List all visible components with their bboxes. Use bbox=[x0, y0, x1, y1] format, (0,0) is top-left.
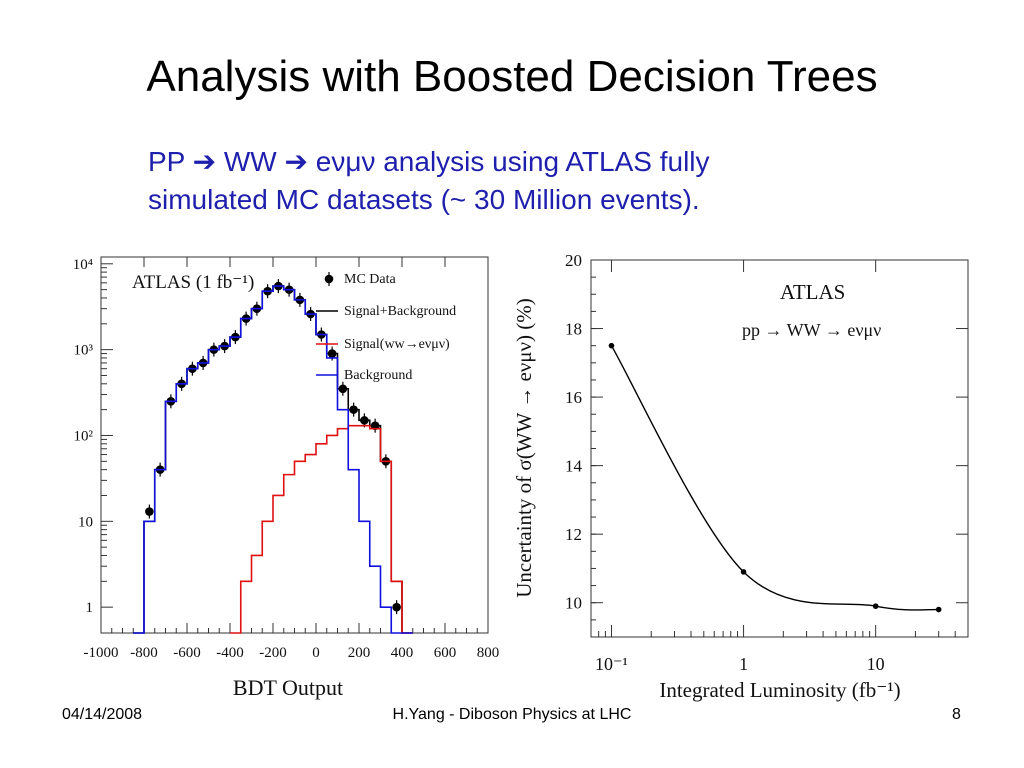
bdt-legend-label: Signal(ww→eνμν) bbox=[344, 337, 450, 352]
lumi-x-axis-label: Integrated Luminosity (fb⁻¹) bbox=[659, 678, 900, 702]
bdt-x-tick-label: 600 bbox=[434, 645, 457, 661]
lumi-data-point bbox=[935, 606, 942, 613]
bdt-y-tick-label: 10² bbox=[74, 428, 94, 444]
bdt-x-tick-label: -1000 bbox=[84, 645, 119, 661]
bdt-series-2-step-line bbox=[230, 424, 413, 634]
lumi-x-tick-label: 10⁻¹ bbox=[595, 654, 628, 674]
lumi-y-axis-label: Uncertainty of σ(WW → eνμν) (%) bbox=[512, 298, 536, 598]
bdt-x-tick-label: -400 bbox=[216, 645, 244, 661]
lumi-x-tick-label: 1 bbox=[739, 654, 748, 674]
subtitle-line-2: simulated MC datasets (~ 30 Million even… bbox=[148, 184, 700, 215]
bdt-x-tick-label: -800 bbox=[130, 645, 158, 661]
lumi-y-tick-label: 10 bbox=[565, 594, 582, 613]
bdt-x-tick-label: -600 bbox=[173, 645, 201, 661]
slide-title: Analysis with Boosted Decision Trees bbox=[146, 52, 878, 101]
bdt-x-tick-label: 800 bbox=[477, 645, 500, 661]
subtitle-line-1: PP ➔ WW ➔ eνμν analysis using ATLAS full… bbox=[148, 146, 710, 177]
lumi-experiment-label: ATLAS bbox=[780, 280, 845, 304]
bdt-legend-label: Background bbox=[344, 368, 412, 383]
bdt-x-tick-label: -200 bbox=[259, 645, 287, 661]
legend-marker-icon bbox=[324, 274, 334, 284]
lumi-x-tick-label: 10 bbox=[867, 654, 885, 674]
lumi-y-tick-label: 12 bbox=[565, 525, 582, 544]
lumi-data-point bbox=[608, 342, 615, 349]
bdt-x-axis-label: BDT Output bbox=[233, 675, 343, 700]
bdt-x-tick-label: 0 bbox=[312, 645, 320, 661]
lumi-y-tick-label: 14 bbox=[565, 457, 583, 476]
bdt-y-tick-label: 10³ bbox=[74, 343, 94, 359]
bdt-x-tick-label: 400 bbox=[391, 645, 414, 661]
lumi-y-tick-label: 20 bbox=[565, 251, 582, 270]
bdt-series-3-step-line bbox=[133, 285, 413, 634]
bdt-data-point bbox=[392, 602, 401, 612]
lumi-data-point bbox=[872, 603, 879, 609]
bdt-experiment-label: ATLAS (1 fb⁻¹) bbox=[132, 272, 254, 293]
lumi-y-tick-label: 18 bbox=[565, 320, 582, 339]
bdt-y-tick-label: 10⁴ bbox=[73, 257, 93, 273]
slide-subtitle: PP ➔ WW ➔ eνμν analysis using ATLAS full… bbox=[148, 143, 888, 219]
lumi-y-tick-label: 16 bbox=[565, 388, 582, 407]
lumi-plot-frame bbox=[590, 259, 969, 638]
lumi-data-point bbox=[740, 569, 747, 575]
bdt-legend-label: MC Data bbox=[344, 272, 397, 287]
bdt-legend-label: Signal+Background bbox=[344, 304, 456, 319]
lumi-series-line bbox=[610, 345, 939, 611]
bdt-y-tick-label: 10 bbox=[78, 514, 93, 530]
bdt-y-tick-label: 1 bbox=[86, 600, 94, 616]
footer-date: 04/14/2008 bbox=[62, 706, 143, 723]
footer-center-text: H.Yang - Diboson Physics at LHC bbox=[392, 706, 632, 723]
bdt-data-point bbox=[145, 507, 154, 516]
lumi-process-label: pp → WW → eνμν bbox=[742, 320, 881, 340]
footer-page-number: 8 bbox=[952, 706, 961, 723]
bdt-x-tick-label: 200 bbox=[348, 645, 371, 661]
